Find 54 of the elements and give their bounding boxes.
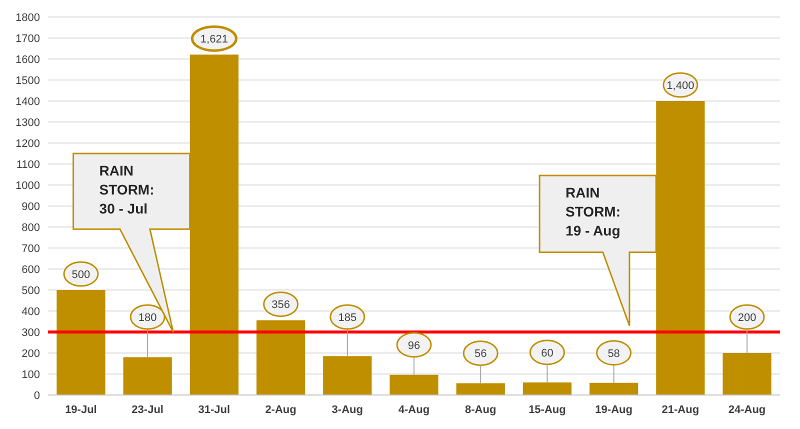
data-label: 356: [272, 299, 290, 312]
x-tick-label: 2-Aug: [265, 404, 296, 416]
speech-callout: RAIN STORM: 19 - Aug: [538, 174, 657, 326]
y-tick-label: 1400: [16, 96, 40, 108]
y-tick-label: 1800: [16, 12, 40, 24]
x-tick-label: 15-Aug: [528, 404, 566, 416]
y-tick-label: 600: [22, 264, 40, 276]
bar: [722, 353, 772, 395]
x-tick-label: 3-Aug: [332, 404, 363, 416]
data-label: 58: [608, 348, 620, 360]
y-tick-label: 900: [22, 201, 40, 213]
bar: [123, 357, 172, 395]
data-label: 56: [474, 348, 487, 360]
y-tick-label: 1200: [16, 138, 40, 150]
y-tick-label: 1600: [16, 54, 40, 66]
x-tick-label: 23-Jul: [132, 404, 164, 416]
x-tick-label: 19-Jul: [65, 404, 97, 416]
bar: [522, 382, 572, 395]
y-tick-label: 1700: [16, 33, 40, 45]
data-label: 500: [72, 269, 90, 281]
data-label: 96: [408, 340, 420, 352]
data-label: 60: [541, 347, 554, 360]
y-tick-label: 400: [22, 306, 40, 318]
data-label: 1,621: [200, 34, 228, 46]
bar: [590, 382, 638, 395]
y-tick-label: 200: [22, 348, 40, 360]
bar: [456, 383, 505, 395]
bar: [323, 356, 372, 395]
y-tick-label: 800: [22, 222, 40, 234]
y-tick-label: 1000: [16, 180, 40, 192]
bar: [390, 374, 438, 395]
x-tick-label: 19-Aug: [595, 404, 632, 416]
y-tick-label: 500: [22, 285, 40, 297]
x-tick-label: 24-Aug: [728, 404, 766, 416]
bar: [56, 290, 106, 395]
data-label: 200: [738, 312, 756, 324]
x-tick-label: 31-Jul: [198, 404, 230, 416]
annotation: RAIN STORM: 30 - Jul: [99, 162, 154, 216]
data-label: 180: [138, 312, 157, 324]
data-label: 1,400: [666, 80, 694, 92]
y-tick-label: 100: [22, 369, 40, 381]
annotation: RAIN STORM: 19 - Aug: [566, 184, 621, 239]
y-tick-label: 700: [22, 243, 40, 255]
y-tick-label: 1300: [16, 117, 40, 129]
y-tick-label: 1100: [16, 159, 40, 171]
y-tick-label: 1500: [16, 75, 40, 87]
y-tick-label: 0: [34, 390, 40, 402]
x-tick-label: 8-Aug: [465, 404, 496, 416]
data-label: 185: [338, 312, 357, 324]
x-tick-label: 4-Aug: [398, 404, 430, 416]
bar: [256, 320, 306, 395]
y-tick-label: 300: [22, 327, 40, 339]
bar: [656, 101, 705, 395]
x-tick-label: 21-Aug: [662, 404, 700, 416]
